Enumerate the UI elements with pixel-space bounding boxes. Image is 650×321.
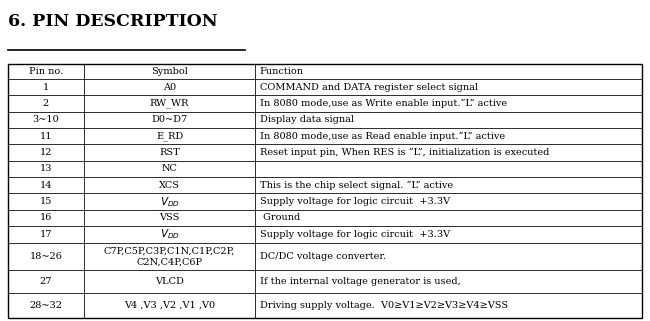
Bar xyxy=(84,79,255,95)
Text: 16: 16 xyxy=(40,213,52,222)
Bar xyxy=(255,128,642,144)
Bar xyxy=(8,95,84,112)
Text: DC/DC voltage converter.: DC/DC voltage converter. xyxy=(260,252,386,261)
Bar xyxy=(8,112,84,128)
Bar xyxy=(255,210,642,226)
Text: C7P,C5P,C3P,C1N,C1P,C2P,
C2N,C4P,C6P: C7P,C5P,C3P,C1N,C1P,C2P, C2N,C4P,C6P xyxy=(104,247,235,266)
Text: Display data signal: Display data signal xyxy=(260,115,354,124)
Text: In 8080 mode,use as Write enable input.“L” active: In 8080 mode,use as Write enable input.“… xyxy=(260,99,507,108)
Text: Supply voltage for logic circuit  +3.3V: Supply voltage for logic circuit +3.3V xyxy=(260,197,450,206)
Text: $V_{DD}$: $V_{DD}$ xyxy=(160,228,179,241)
Text: 1: 1 xyxy=(43,82,49,91)
Text: This is the chip select signal. “L” active: This is the chip select signal. “L” acti… xyxy=(260,181,453,190)
Text: 18~26: 18~26 xyxy=(29,252,62,261)
Bar xyxy=(255,194,642,210)
Text: D0~D7: D0~D7 xyxy=(151,115,188,124)
Bar xyxy=(84,112,255,128)
Text: Reset input pin, When RES is “L”, initialization is executed: Reset input pin, When RES is “L”, initia… xyxy=(260,148,549,157)
Text: COMMAND and DATA register select signal: COMMAND and DATA register select signal xyxy=(260,82,478,91)
Bar xyxy=(8,64,642,318)
Bar xyxy=(8,210,84,226)
Text: 28~32: 28~32 xyxy=(29,301,62,310)
Bar xyxy=(255,79,642,95)
Text: 14: 14 xyxy=(40,181,52,190)
Text: VLCD: VLCD xyxy=(155,277,184,286)
Text: V4 ,V3 ,V2 ,V1 ,V0: V4 ,V3 ,V2 ,V1 ,V0 xyxy=(124,301,215,310)
Bar xyxy=(8,128,84,144)
Text: 15: 15 xyxy=(40,197,52,206)
Bar xyxy=(84,95,255,112)
Text: 27: 27 xyxy=(40,277,52,286)
Text: XCS: XCS xyxy=(159,181,180,190)
Bar xyxy=(8,177,84,194)
Bar xyxy=(8,243,84,270)
Text: VSS: VSS xyxy=(159,213,180,222)
Text: RW_WR: RW_WR xyxy=(150,99,189,108)
Bar xyxy=(8,79,84,95)
Bar xyxy=(84,194,255,210)
Text: NC: NC xyxy=(162,164,177,173)
Text: Symbol: Symbol xyxy=(151,67,188,76)
Bar xyxy=(255,95,642,112)
Bar xyxy=(8,144,84,161)
Text: RST: RST xyxy=(159,148,180,157)
Text: If the internal voltage generator is used,: If the internal voltage generator is use… xyxy=(260,277,460,286)
Bar xyxy=(84,270,255,293)
Bar xyxy=(84,128,255,144)
Bar xyxy=(84,243,255,270)
Bar xyxy=(84,210,255,226)
Bar xyxy=(255,112,642,128)
Bar xyxy=(8,161,84,177)
Text: Ground: Ground xyxy=(260,213,300,222)
Bar xyxy=(255,226,642,243)
Text: $V_{DD}$: $V_{DD}$ xyxy=(160,195,179,209)
Bar xyxy=(255,177,642,194)
Text: 11: 11 xyxy=(40,132,52,141)
Bar xyxy=(255,161,642,177)
Bar xyxy=(84,177,255,194)
Text: 3~10: 3~10 xyxy=(32,115,59,124)
Bar xyxy=(255,64,642,79)
Bar xyxy=(8,64,84,79)
Bar xyxy=(84,293,255,318)
Bar xyxy=(8,293,84,318)
Bar xyxy=(84,64,255,79)
Bar xyxy=(8,226,84,243)
Bar xyxy=(255,270,642,293)
Text: A0: A0 xyxy=(163,82,176,91)
Text: 13: 13 xyxy=(40,164,52,173)
Text: In 8080 mode,use as Read enable input.“L” active: In 8080 mode,use as Read enable input.“L… xyxy=(260,132,505,141)
Text: 2: 2 xyxy=(43,99,49,108)
Bar xyxy=(255,293,642,318)
Bar xyxy=(84,144,255,161)
Bar xyxy=(255,144,642,161)
Bar xyxy=(255,243,642,270)
Text: 6. PIN DESCRIPTION: 6. PIN DESCRIPTION xyxy=(8,13,217,30)
Text: Driving supply voltage.  V0≥V1≥V2≥V3≥V4≥VSS: Driving supply voltage. V0≥V1≥V2≥V3≥V4≥V… xyxy=(260,301,508,310)
Bar xyxy=(84,226,255,243)
Bar xyxy=(8,270,84,293)
Text: E_RD: E_RD xyxy=(156,131,183,141)
Bar xyxy=(84,161,255,177)
Text: Pin no.: Pin no. xyxy=(29,67,63,76)
Bar xyxy=(8,194,84,210)
Text: Supply voltage for logic circuit  +3.3V: Supply voltage for logic circuit +3.3V xyxy=(260,230,450,239)
Text: 12: 12 xyxy=(40,148,52,157)
Text: 17: 17 xyxy=(40,230,52,239)
Text: Function: Function xyxy=(260,67,304,76)
